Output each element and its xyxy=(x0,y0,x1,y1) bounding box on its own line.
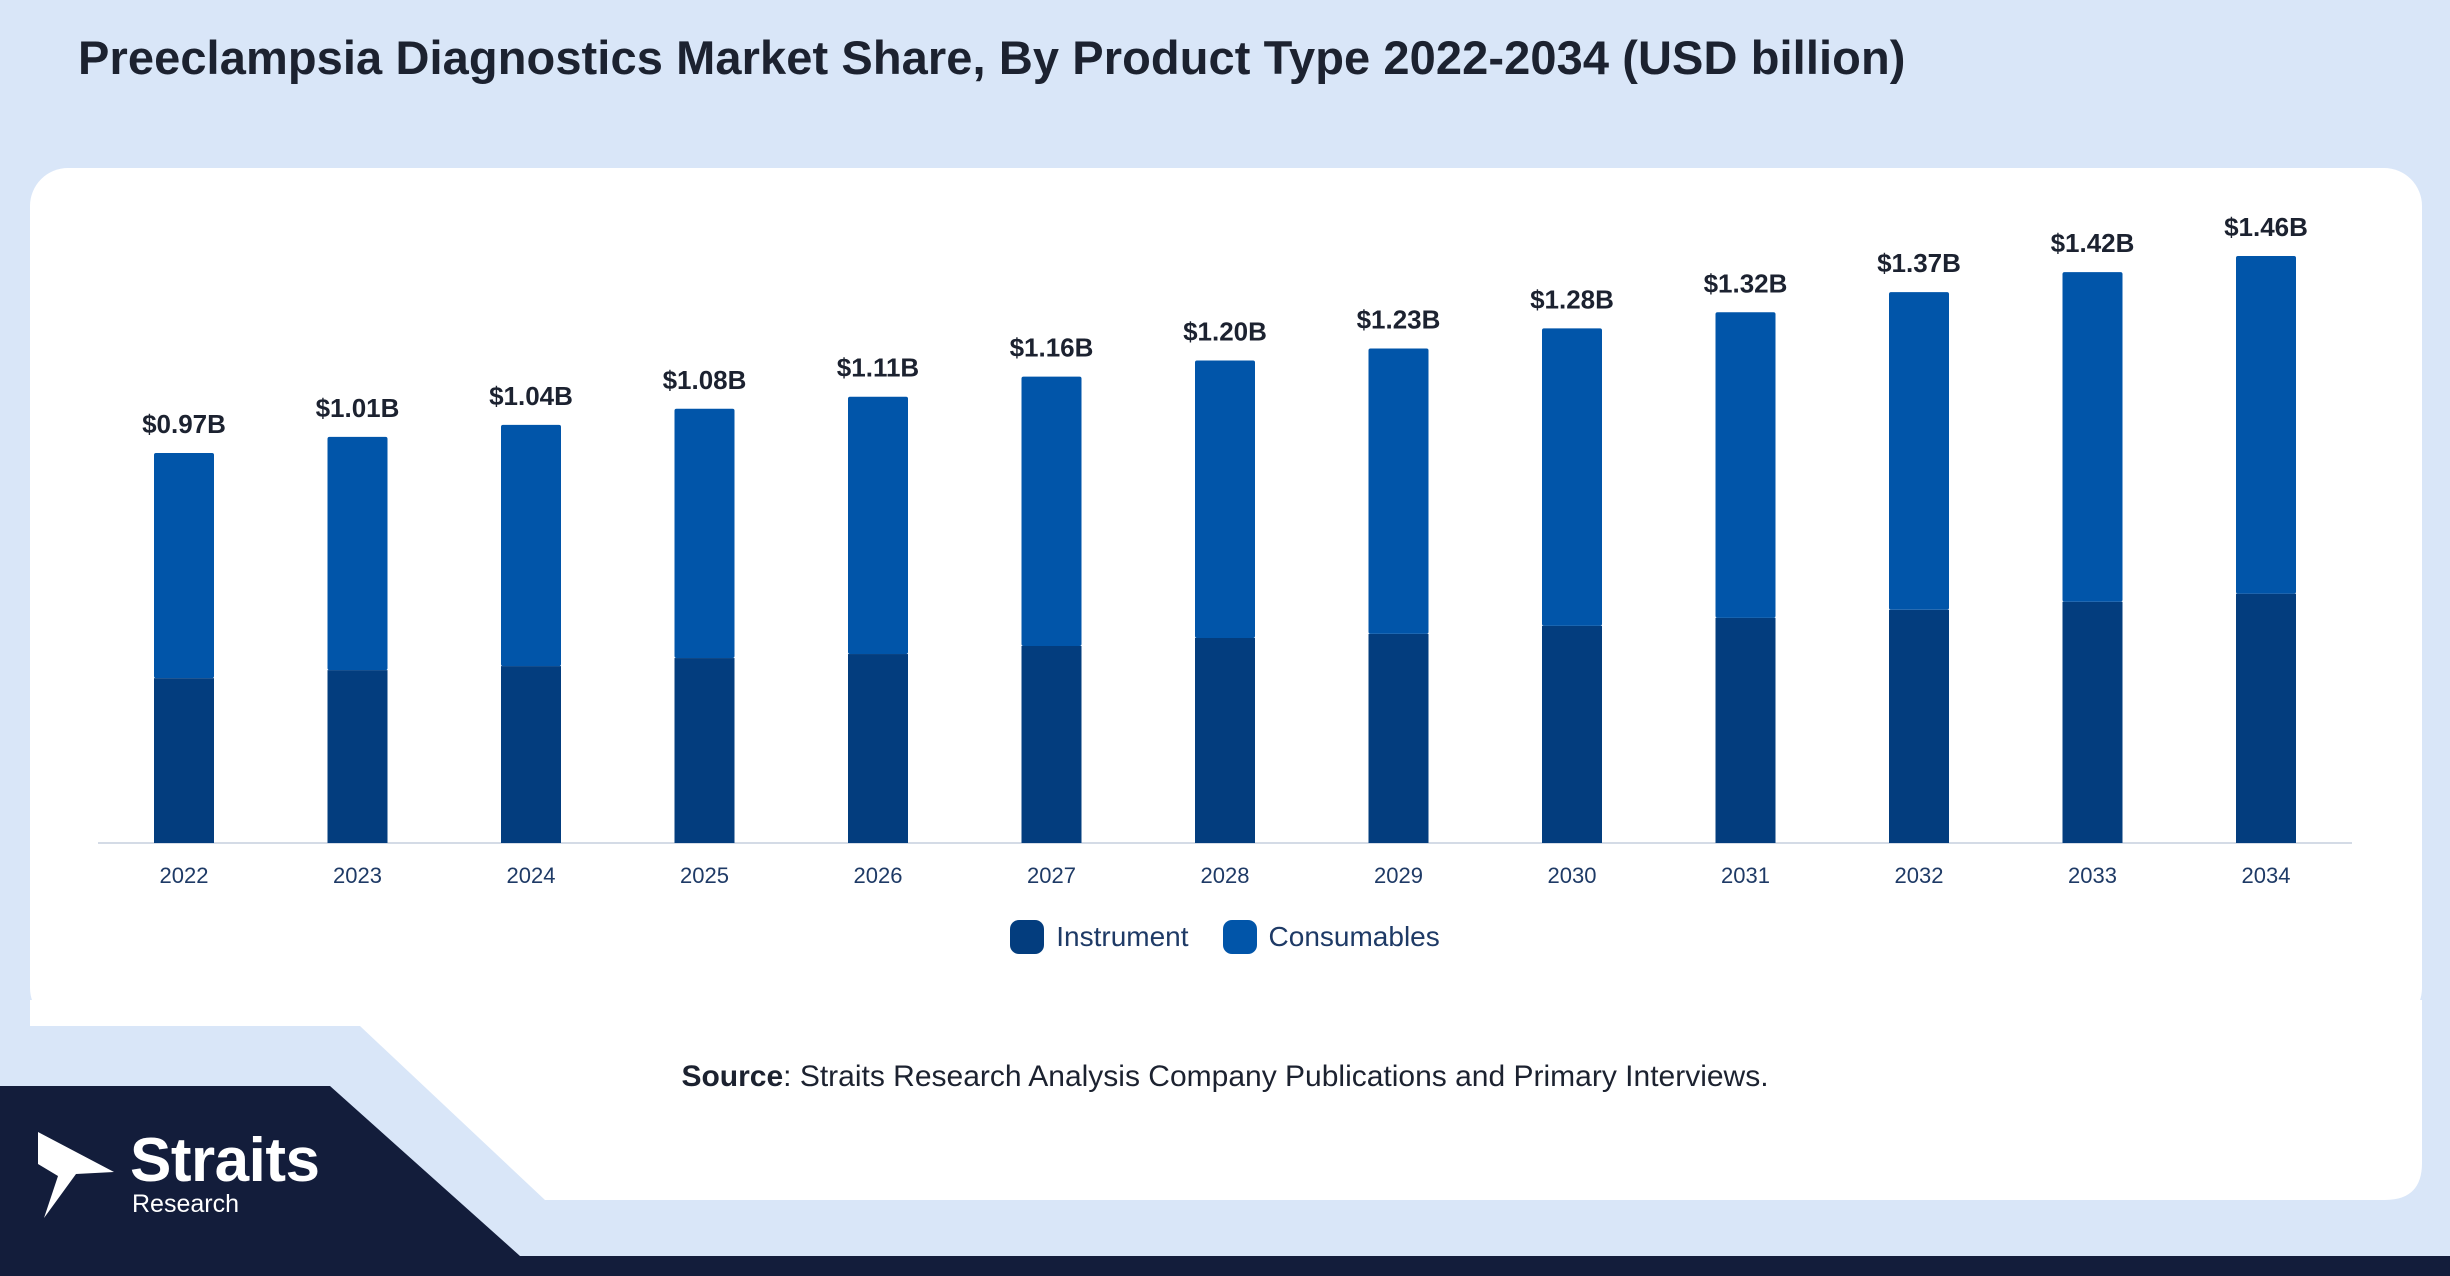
logo-name: Straits xyxy=(130,1126,320,1195)
x-tick-2024: 2024 xyxy=(507,863,556,888)
bar-instrument-2022[interactable] xyxy=(154,678,214,843)
x-tick-2030: 2030 xyxy=(1548,863,1597,888)
bar-instrument-2027[interactable] xyxy=(1021,645,1082,843)
legend-swatch-consumables xyxy=(1222,920,1257,954)
x-tick-labels-group: 2022 2023 2024 2025 2026 2027 2028 2029 2030 2031… xyxy=(160,863,2291,888)
x-tick-2023: 2023 xyxy=(333,863,382,888)
bar-consumables-2028[interactable] xyxy=(1195,360,1255,638)
x-tick-2022: 2022 xyxy=(160,863,209,888)
bar-consumables-2031[interactable] xyxy=(1715,312,1776,618)
bar-consumables-2027[interactable] xyxy=(1021,376,1082,646)
source-text: : Straits Research Analysis Company Publ… xyxy=(783,1060,1769,1093)
legend-item-instrument[interactable]: Instrument xyxy=(1010,920,1189,954)
total-label-2024: $1.04B xyxy=(489,381,573,411)
total-label-2026: $1.11B xyxy=(837,353,919,383)
bar-instrument-2031[interactable] xyxy=(1715,617,1776,843)
bar-instrument-2025[interactable] xyxy=(674,658,735,843)
total-labels-group: $0.97B $1.01B $1.04B $1.08B $1.11B $1.16B $1.2… xyxy=(142,212,2308,439)
legend-item-consumables[interactable]: Consumables xyxy=(1222,920,1440,954)
logo-subtitle: Research xyxy=(132,1190,239,1218)
x-tick-2031: 2031 xyxy=(1721,863,1770,888)
bar-consumables-2023[interactable] xyxy=(327,436,388,671)
bars-group xyxy=(154,256,2296,843)
bar-instrument-2030[interactable] xyxy=(1542,625,1602,843)
total-label-2022: $0.97B xyxy=(142,409,226,439)
logo-arrow-icon xyxy=(38,1132,114,1218)
total-label-2025: $1.08B xyxy=(663,365,747,395)
bar-instrument-2023[interactable] xyxy=(327,670,388,843)
x-tick-2026: 2026 xyxy=(854,863,903,888)
source-label: Source xyxy=(681,1060,784,1093)
bar-consumables-2032[interactable] xyxy=(1889,292,1949,610)
bar-instrument-2024[interactable] xyxy=(501,666,561,843)
bar-instrument-2026[interactable] xyxy=(848,654,908,843)
legend-label-consumables: Consumables xyxy=(1268,921,1440,952)
total-label-2030: $1.28B xyxy=(1530,284,1614,314)
page-title: Preeclampsia Diagnostics Market Share, B… xyxy=(78,31,1906,84)
legend-label-instrument: Instrument xyxy=(1056,921,1189,952)
x-tick-2032: 2032 xyxy=(1895,863,1944,888)
source-note: Source: Straits Research Analysis Compan… xyxy=(0,1060,2450,1094)
footer-band xyxy=(0,1086,2450,1276)
x-tick-2028: 2028 xyxy=(1201,863,1250,888)
bar-instrument-2029[interactable] xyxy=(1368,633,1429,843)
total-label-2034: $1.46B xyxy=(2224,212,2308,242)
legend: Instrument Consumables xyxy=(0,920,2450,954)
total-label-2028: $1.20B xyxy=(1183,317,1267,347)
x-tick-2029: 2029 xyxy=(1374,863,1423,888)
total-label-2023: $1.01B xyxy=(316,393,400,423)
x-tick-2027: 2027 xyxy=(1027,863,1076,888)
total-label-2031: $1.32B xyxy=(1704,268,1788,298)
bar-instrument-2028[interactable] xyxy=(1195,637,1255,843)
bar-consumables-2024[interactable] xyxy=(501,424,561,667)
total-label-2027: $1.16B xyxy=(1010,333,1094,363)
bar-consumables-2022[interactable] xyxy=(154,453,214,679)
total-label-2029: $1.23B xyxy=(1357,304,1441,334)
total-label-2033: $1.42B xyxy=(2051,228,2135,258)
bar-consumables-2033[interactable] xyxy=(2062,272,2123,602)
bar-consumables-2034[interactable] xyxy=(2236,256,2296,594)
x-tick-2033: 2033 xyxy=(2068,863,2117,888)
straits-logo: Straits Research xyxy=(36,1130,356,1230)
legend-swatch-instrument xyxy=(1010,920,1045,954)
x-tick-2034: 2034 xyxy=(2242,863,2291,888)
bar-instrument-2033[interactable] xyxy=(2062,601,2123,843)
bar-consumables-2030[interactable] xyxy=(1542,328,1602,626)
bar-instrument-2032[interactable] xyxy=(1889,609,1949,843)
bar-consumables-2029[interactable] xyxy=(1368,348,1429,634)
total-label-2032: $1.37B xyxy=(1877,248,1961,278)
bar-consumables-2025[interactable] xyxy=(674,408,735,659)
x-tick-2025: 2025 xyxy=(680,863,729,888)
bar-instrument-2034[interactable] xyxy=(2236,593,2296,843)
bar-consumables-2026[interactable] xyxy=(848,396,908,655)
card-lower-panel xyxy=(30,1000,2422,1200)
